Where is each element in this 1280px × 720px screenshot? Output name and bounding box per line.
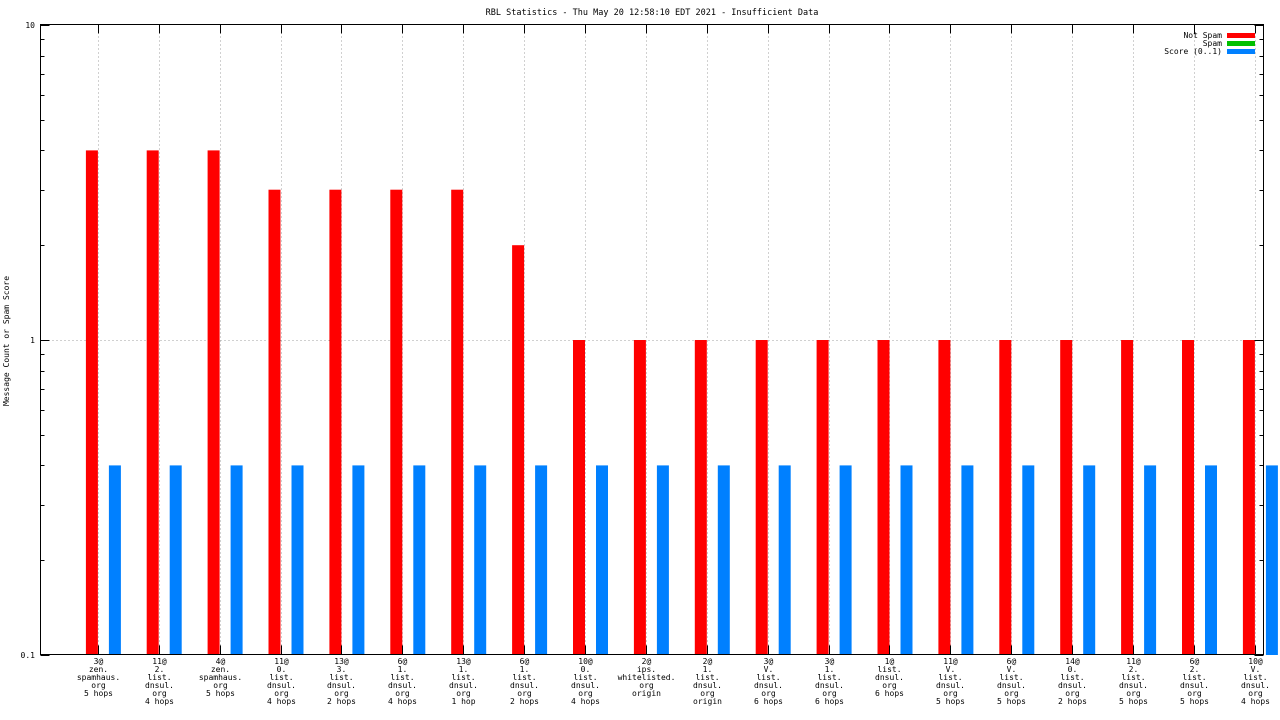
- x-tick-label: 1@ list. dnsul. org 6 hops: [875, 657, 904, 698]
- legend-label: Not Spam: [1183, 31, 1222, 40]
- x-tick-label: 11@ 0. list. dnsul. org 4 hops: [267, 657, 296, 706]
- x-tick-label: 6@ 1. list. dnsul. org 4 hops: [388, 657, 417, 706]
- bar-score: [900, 465, 913, 655]
- x-tick-label: 10@ 0. list. dnsul. org 4 hops: [571, 657, 600, 706]
- bar-not-spam: [999, 340, 1012, 655]
- bar-not-spam: [207, 150, 220, 655]
- bar-score: [291, 465, 304, 655]
- bar-not-spam: [390, 189, 403, 655]
- x-tick-label: 10@ V. list. dnsul. org 4 hops: [1241, 657, 1270, 706]
- bar-score: [1083, 465, 1096, 655]
- x-tick-label: 4@ zen. spamhaus. org 5 hops: [199, 657, 242, 698]
- axis-ticks: 0.1 1 10: [21, 21, 1264, 660]
- bar-not-spam: [329, 189, 342, 655]
- bar-score: [596, 465, 608, 655]
- bar-not-spam: [146, 150, 159, 655]
- plot-border: [40, 24, 1264, 655]
- bar-score: [1022, 465, 1035, 655]
- bar-not-spam: [755, 340, 768, 655]
- bar-not-spam: [85, 150, 98, 655]
- bar-score: [474, 465, 487, 655]
- bar-score: [230, 465, 243, 655]
- legend-swatch: [1227, 33, 1255, 38]
- bar-score: [961, 465, 974, 655]
- x-tick-label: 11@ 2. list. dnsul. org 4 hops: [145, 657, 174, 706]
- y-axis-label: Message Count or Spam Score: [2, 276, 11, 406]
- bar-score: [1265, 465, 1278, 655]
- bar-score: [108, 465, 121, 655]
- bar-not-spam: [938, 340, 951, 655]
- bar-not-spam: [512, 245, 525, 655]
- x-tick-label: 2@ 1. list. dnsul. org origin: [693, 657, 722, 706]
- legend-swatch: [1227, 49, 1255, 54]
- legend-swatch: [1227, 41, 1255, 46]
- bar-score: [413, 465, 426, 655]
- y-tick-label: 10: [25, 21, 35, 30]
- bar-not-spam: [451, 189, 464, 655]
- legend-label: Spam: [1203, 39, 1222, 48]
- bar-score: [717, 465, 730, 655]
- legend-label: Score (0..1): [1164, 47, 1222, 56]
- bar-not-spam: [694, 340, 707, 655]
- bar-score: [352, 465, 365, 655]
- chart-title: RBL Statistics - Thu May 20 12:58:10 EDT…: [486, 8, 819, 18]
- x-tick-label: 11@ V. list. dnsul. org 5 hops: [936, 657, 965, 706]
- bar-not-spam: [573, 340, 585, 655]
- bar-not-spam: [816, 340, 829, 655]
- y-tick-label: 1: [30, 336, 35, 345]
- bar-score: [535, 465, 548, 655]
- x-tick-label: 11@ 2. list. dnsul. org 5 hops: [1119, 657, 1148, 706]
- x-tick-label: 6@ V. list. dnsul. org 5 hops: [997, 657, 1026, 706]
- x-tick-label: 6@ 2. list. dnsul. org 5 hops: [1180, 657, 1209, 706]
- bar-not-spam: [1060, 340, 1073, 655]
- bar-not-spam: [268, 189, 281, 655]
- bar-not-spam: [877, 340, 890, 655]
- bars: [85, 150, 1278, 655]
- bar-score: [169, 465, 182, 655]
- x-tick-label: 3@ 1. list. dnsul. org 6 hops: [815, 657, 844, 706]
- y-tick-label: 0.1: [21, 651, 36, 660]
- bar-score: [1205, 465, 1217, 655]
- x-tick-label: 3@ V. list. dnsul. org 6 hops: [754, 657, 783, 706]
- bar-not-spam: [1242, 340, 1255, 655]
- bar-score: [839, 465, 852, 655]
- x-tick-label: 13@ 1. list. dnsul. org 1 hop: [449, 657, 478, 706]
- x-tick-label: 6@ 1. list. dnsul. org 2 hops: [510, 657, 539, 706]
- x-tick-label: 13@ 3. list. dnsul. org 2 hops: [327, 657, 356, 706]
- bar-score: [656, 465, 669, 655]
- bar-score: [778, 465, 791, 655]
- bar-not-spam: [1182, 340, 1194, 655]
- x-tick-labels: 3@ zen. spamhaus. org 5 hops 11@ 2. list. dnsul.…: [77, 657, 1270, 706]
- bar-score: [1144, 465, 1157, 655]
- bar-not-spam: [633, 340, 646, 655]
- bar-not-spam: [1121, 340, 1134, 655]
- grid-lines: [40, 24, 1264, 655]
- x-tick-label: 2@ ips. whitelisted. org origin: [618, 657, 676, 698]
- x-tick-label: 3@ zen. spamhaus. org 5 hops: [77, 657, 120, 698]
- x-tick-label: 14@ 0. list. dnsul. org 2 hops: [1058, 657, 1087, 706]
